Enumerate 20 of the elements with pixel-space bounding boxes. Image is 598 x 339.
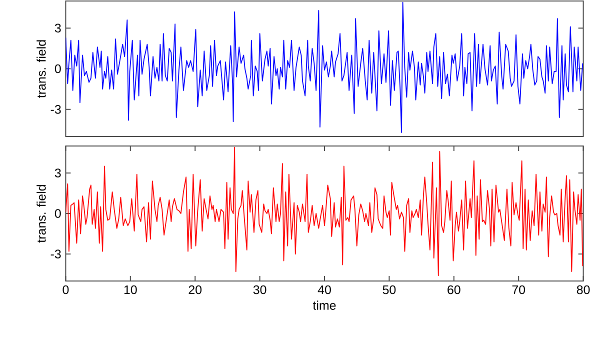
x-tick-label: 60 xyxy=(448,285,460,294)
x-tick-label: 80 xyxy=(576,285,590,294)
x-tick-label: 30 xyxy=(253,285,266,294)
x-axis-title: time xyxy=(312,300,336,310)
x-tick-label: 70 xyxy=(512,285,526,294)
line-series xyxy=(66,2,584,133)
x-tick-label: 10 xyxy=(124,285,137,294)
y-tick-label: -3 xyxy=(50,105,61,114)
line-series xyxy=(66,146,584,276)
y-axis-title: trans. field xyxy=(36,40,46,98)
y-tick-label: 3 xyxy=(54,24,61,33)
x-tick-label: 40 xyxy=(318,285,331,294)
x-tick-label: 50 xyxy=(382,285,396,294)
y-tick-label: 0 xyxy=(54,64,61,74)
y-tick-label: 0 xyxy=(54,209,61,218)
y-tick-label: -3 xyxy=(50,250,61,258)
y-axis-title: trans. field xyxy=(36,185,46,243)
x-tick-label: 0 xyxy=(62,285,69,294)
y-tick-label: 3 xyxy=(54,168,61,178)
x-tick-label: 20 xyxy=(188,285,202,294)
